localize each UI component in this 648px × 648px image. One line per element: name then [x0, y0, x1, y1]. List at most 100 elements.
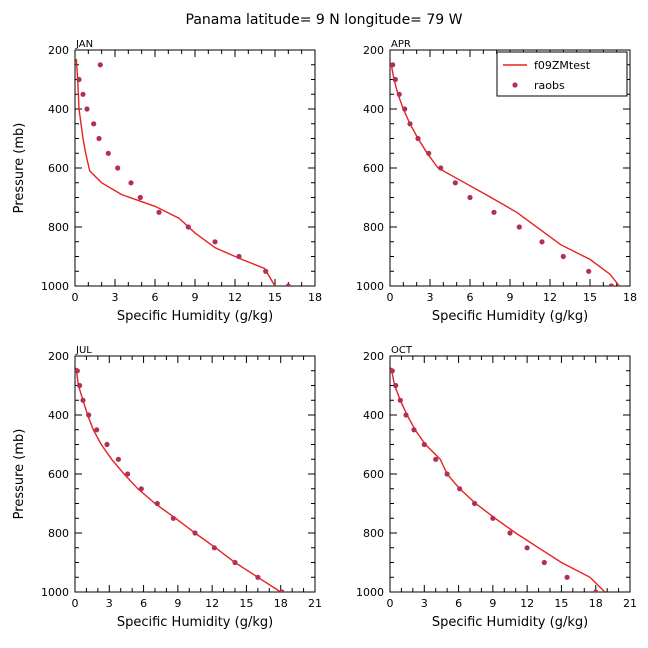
obs-point: [104, 441, 110, 448]
obs-point: [421, 441, 427, 448]
obs-point: [128, 180, 134, 186]
x-tick-label: 18: [274, 597, 288, 610]
obs-point: [433, 456, 439, 462]
obs-point: [593, 589, 599, 592]
obs-point: [467, 194, 473, 201]
obs-point: [491, 209, 497, 215]
data-group: [390, 62, 620, 286]
x-tick-label: 6: [455, 597, 462, 610]
obs-point: [397, 397, 403, 403]
x-tick-label: 15: [554, 597, 568, 610]
obs-point: [77, 382, 83, 389]
x-tick-label: 21: [308, 597, 322, 610]
y-tick-label: 800: [48, 527, 69, 540]
obs-point: [86, 412, 92, 418]
y-tick-label: 600: [363, 162, 384, 175]
model-line: [75, 58, 276, 286]
obs-point: [490, 515, 496, 521]
x-tick-label: 3: [427, 291, 434, 304]
obs-point: [396, 91, 402, 97]
obs-point: [232, 559, 238, 566]
y-tick-label: 600: [48, 162, 69, 175]
obs-point: [392, 76, 398, 83]
y-axis-label: Pressure (mb): [12, 123, 27, 214]
obs-point: [84, 106, 90, 112]
x-tick-label: 12: [543, 291, 557, 304]
obs-point: [115, 165, 121, 171]
obs-point: [279, 589, 285, 592]
y-tick-label: 200: [48, 44, 69, 57]
legend-box: [496, 51, 628, 97]
y-tick-label: 400: [48, 409, 69, 422]
y-tick-label: 200: [48, 350, 69, 363]
plot-frame: [74, 49, 316, 287]
obs-point: [138, 486, 144, 492]
x-tick-label: 9: [489, 597, 496, 610]
obs-point: [212, 239, 218, 245]
x-tick-label: 15: [583, 291, 597, 304]
obs-point: [211, 545, 217, 551]
obs-point: [185, 224, 191, 230]
obs-point: [586, 268, 592, 274]
x-tick-label: 12: [205, 597, 219, 610]
x-tick-label: 21: [623, 597, 637, 610]
legend-obs-label: raobs: [534, 79, 565, 92]
obs-point: [402, 106, 408, 112]
y-tick-label: 1000: [356, 586, 384, 599]
y-tick-label: 400: [363, 409, 384, 422]
obs-point: [156, 209, 162, 215]
x-tick-label: 12: [520, 597, 534, 610]
data-group: [75, 58, 291, 286]
y-tick-label: 200: [363, 350, 384, 363]
panel-label: APR: [391, 39, 411, 50]
x-tick-label: 18: [308, 291, 322, 304]
x-tick-label: 15: [239, 597, 253, 610]
obs-point: [115, 456, 121, 462]
legend-obs-swatch: [512, 82, 518, 88]
obs-point: [263, 268, 269, 274]
plot-frame: [389, 355, 631, 593]
x-tick-label: 12: [228, 291, 242, 304]
y-tick-label: 200: [363, 44, 384, 57]
obs-point: [154, 500, 160, 507]
obs-point: [539, 239, 545, 245]
x-tick-label: 18: [589, 597, 603, 610]
x-tick-label: 3: [421, 597, 428, 610]
y-tick-label: 600: [363, 468, 384, 481]
y-axis-label: Pressure (mb): [12, 429, 27, 520]
obs-point: [524, 545, 530, 551]
obs-point: [457, 486, 463, 492]
model-line: [75, 367, 282, 592]
y-tick-label: 1000: [41, 280, 69, 293]
data-group: [75, 367, 285, 592]
x-tick-label: 0: [387, 291, 394, 304]
obs-point: [438, 165, 444, 171]
obs-point: [390, 62, 396, 68]
panel-apr: 0 3 6 9 12 15 18 200 400 600 800 1000 APR Specific Hu…: [356, 39, 637, 324]
obs-point: [96, 135, 102, 142]
y-tick-label: 1000: [356, 280, 384, 293]
obs-point: [255, 574, 261, 580]
y-tick-label: 600: [48, 468, 69, 481]
obs-point: [125, 471, 131, 477]
obs-point: [97, 62, 103, 68]
panel-oct: 0 3 6 9 12 15 18 21 200 400 600 800 1000 OCT Specific …: [356, 345, 637, 630]
obs-point: [415, 135, 421, 142]
x-tick-label: 6: [140, 597, 147, 610]
x-tick-label: 18: [623, 291, 637, 304]
y-tick-label: 800: [363, 221, 384, 234]
obs-point: [452, 180, 458, 186]
panel-label: OCT: [391, 345, 413, 356]
obs-point: [507, 530, 513, 536]
obs-point: [80, 397, 86, 403]
chart-title: Panama latitude= 9 N longitude= 79 W: [186, 12, 463, 28]
panel-label: JUL: [75, 345, 92, 356]
panel-label: JAN: [75, 39, 93, 50]
x-tick-label: 9: [507, 291, 514, 304]
x-tick-label: 9: [174, 597, 181, 610]
y-tick-label: 400: [48, 103, 69, 116]
x-tick-label: 0: [72, 597, 79, 610]
legend: f09ZMtest raobs: [496, 51, 628, 97]
